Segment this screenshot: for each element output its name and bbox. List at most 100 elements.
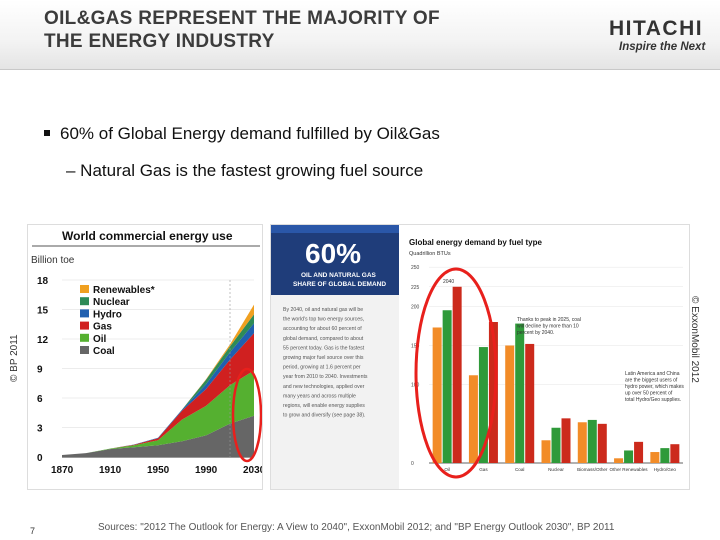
sub-bullet: – Natural Gas is the fastest growing fue…: [66, 161, 424, 180]
exxon-bar: [670, 444, 680, 463]
exxon-bar: [515, 323, 525, 463]
exxon-bar: [650, 452, 660, 463]
exxon-bar: [442, 310, 452, 463]
main-bullet-text: 60% of Global Energy demand fulfilled by…: [60, 124, 440, 143]
bp-x-tick: 1990: [195, 465, 218, 476]
slide-title-line-2: THE ENERGY INDUSTRY: [44, 31, 275, 52]
bp-y-tick: 3: [37, 424, 43, 435]
exxon-hydro-annotation: hydro power, which makes: [625, 384, 684, 390]
bp-legend-label: Gas: [93, 322, 112, 333]
bp-legend-label: Nuclear: [93, 297, 130, 308]
exxon-category-label: Coal: [515, 467, 524, 472]
exxon-subhead-2: SHARE OF GLOBAL DEMAND: [293, 281, 386, 288]
exxon-bar: [561, 418, 571, 463]
bp-y-tick: 15: [37, 306, 49, 317]
exxon-body-line: 55 percent today. Gas is the fastest: [283, 345, 365, 351]
bp-credit: © BP 2011: [9, 334, 20, 382]
exxon-category-label: Other Renewables: [610, 467, 649, 472]
bp-legend-swatch: [80, 333, 89, 342]
bp-x-tick: 1870: [51, 465, 74, 476]
exxon-headline: 60%: [305, 238, 361, 269]
exxon-coal-annotation: will decline by more than 10: [517, 324, 579, 330]
logo-tagline: Inspire the Next: [619, 41, 706, 53]
exxon-bar: [587, 419, 597, 463]
exxon-category-label: Biomass/Other: [577, 467, 608, 472]
bp-legend-swatch: [80, 346, 89, 354]
exxon-body-line: global demand, compared to about: [283, 336, 364, 342]
exxon-bar: [432, 327, 442, 463]
exxon-y-axis-label: Quadrillion BTUs: [409, 251, 451, 257]
bp-y-tick: 18: [37, 276, 49, 287]
bp-area-oil: [62, 370, 254, 455]
bp-legend-label: Coal: [93, 346, 115, 357]
exxon-bar: [478, 347, 488, 463]
exxon-subhead-1: OIL AND NATURAL GAS: [301, 272, 377, 279]
exxon-bar: [525, 343, 535, 463]
exxon-category-label: Oil: [444, 467, 450, 472]
exxon-bar: [452, 286, 462, 463]
exxon-y-tick: 150: [411, 344, 420, 350]
bp-legend-swatch: [80, 297, 89, 306]
bp-area-chart: World commercial energy use Billion toe …: [28, 225, 263, 476]
exxon-credit: © ExxonMobil 2012: [689, 296, 700, 383]
bp-legend-label: Oil: [93, 334, 107, 345]
bp-x-tick: 1910: [99, 465, 122, 476]
bp-y-tick: 6: [37, 394, 43, 405]
exxon-coal-annotation: Thanks to peak in 2025, coal: [517, 317, 581, 323]
exxon-body-line: and new technologies, applied over: [283, 384, 365, 390]
exxon-bar: [634, 441, 644, 463]
exxon-y-tick: 250: [411, 265, 420, 271]
sources-note: Sources: "2012 The Outlook for Energy: A…: [98, 522, 615, 533]
bp-area-gas: [62, 333, 254, 455]
bp-chart-title: World commercial energy use: [62, 229, 233, 243]
exxon-body-line: many years and across multiple: [283, 393, 356, 399]
bp-y-tick: 9: [37, 365, 43, 376]
exxon-bar: [541, 440, 551, 463]
exxon-body-line: period, growing at 1.6 percent per: [283, 365, 361, 371]
exxon-bar: [614, 458, 624, 463]
exxon-body-line: growing major fuel source over this: [283, 355, 364, 361]
exxon-bar: [551, 427, 561, 463]
exxon-chart-title: Global energy demand by fuel type: [409, 238, 542, 247]
exxon-bar: [660, 448, 670, 463]
exxon-bar: [468, 375, 478, 463]
page-number: 7: [30, 526, 36, 536]
exxon-body-line: regions, will enable energy supplies: [283, 403, 365, 409]
exxon-y-tick: 200: [411, 304, 420, 310]
exxon-bar: [505, 345, 515, 463]
bp-y-tick: 0: [37, 453, 43, 464]
bullet-square-icon: [44, 130, 50, 136]
exxon-coal-annotation: percent by 2040.: [517, 330, 554, 336]
slide-header: OIL&GAS REPRESENT THE MAJORITY OF THE EN…: [0, 0, 720, 70]
exxon-body-line: accounting for about 60 percent of: [283, 326, 362, 332]
exxon-bar-chart: 60% OIL AND NATURAL GAS SHARE OF GLOBAL …: [271, 225, 684, 489]
bp-legend-swatch: [80, 285, 89, 293]
bp-x-tick: 2030: [243, 465, 263, 476]
exxon-y-tick: 225: [411, 285, 420, 291]
bp-y-tick: 12: [37, 335, 49, 346]
exxon-category-label: Hydro/Geo: [654, 467, 677, 472]
exxon-bar: [488, 322, 498, 463]
exxon-hydro-annotation: total Hydro/Geo supplies.: [625, 397, 681, 403]
exxon-body-line: the world's top two energy sources,: [283, 317, 364, 323]
exxon-hydro-annotation: Latin America and China: [625, 371, 680, 377]
exxon-hydro-annotation: up over 50 percent of: [625, 391, 673, 397]
bp-energy-use-figure: World commercial energy use Billion toe …: [27, 224, 263, 490]
slide-title: OIL&GAS REPRESENT THE MAJORITY OF THE EN…: [44, 7, 564, 53]
exxon-hydro-annotation: are the biggest users of: [625, 378, 678, 384]
bp-legend-swatch: [80, 321, 89, 330]
bp-legend-swatch: [80, 309, 89, 318]
bp-highlight-ellipse: [231, 367, 262, 463]
exxon-category-label: Nuclear: [548, 467, 564, 472]
bp-legend-label: Hydro: [93, 309, 122, 320]
logo-wordmark: HITACHI: [609, 17, 704, 40]
exxon-highlight-ellipse: [414, 267, 498, 479]
exxon-category-label: Gas: [479, 467, 488, 472]
exxon-body-line: By 2040, oil and natural gas will be: [283, 307, 363, 313]
exxon-y-tick: 0: [411, 461, 414, 467]
exxon-2040-label: 2040: [443, 279, 454, 285]
bp-y-axis-label: Billion toe: [31, 255, 75, 266]
slide-title-line-1: OIL&GAS REPRESENT THE MAJORITY OF: [44, 8, 440, 29]
exxon-body-line: to grow and diversify (see page 38).: [283, 413, 365, 419]
main-bullet: 60% of Global Energy demand fulfilled by…: [44, 124, 440, 144]
